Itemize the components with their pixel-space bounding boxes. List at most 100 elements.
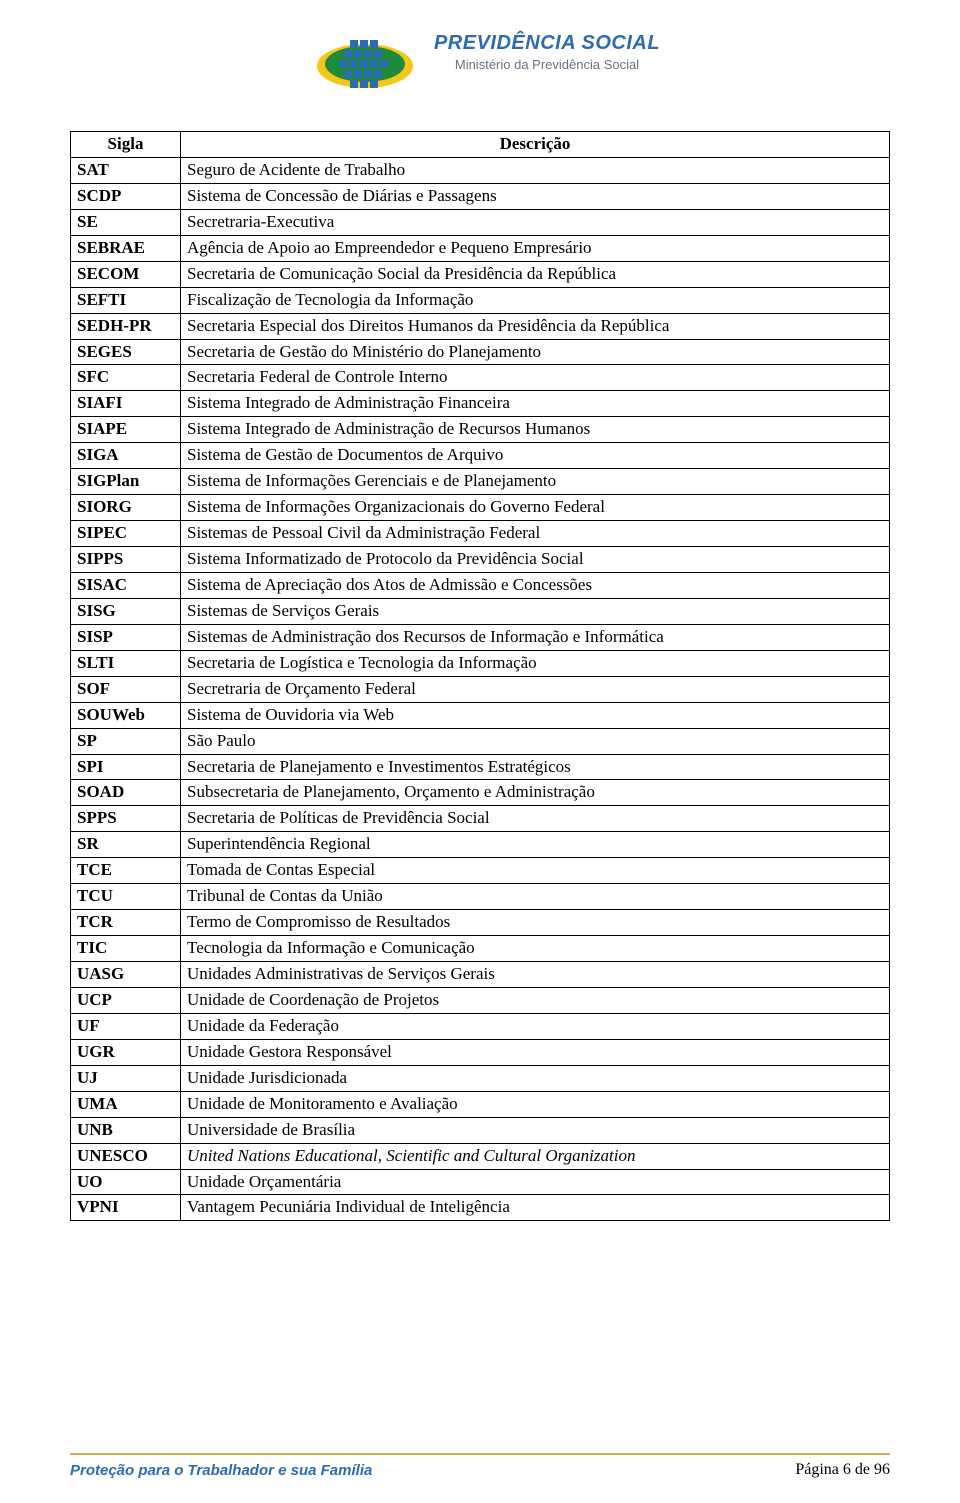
- cell-sigla: SEGES: [71, 339, 181, 365]
- cell-desc: Subsecretaria de Planejamento, Orçamento…: [181, 780, 890, 806]
- cell-desc: Sistema de Gestão de Documentos de Arqui…: [181, 443, 890, 469]
- table-row: UMAUnidade de Monitoramento e Avaliação: [71, 1091, 890, 1117]
- cell-sigla: UO: [71, 1169, 181, 1195]
- table-row: SISGSistemas de Serviços Gerais: [71, 598, 890, 624]
- cell-desc: Sistema Integrado de Administração de Re…: [181, 417, 890, 443]
- cell-desc: Unidade Gestora Responsável: [181, 1039, 890, 1065]
- cell-desc: Unidade da Federação: [181, 1013, 890, 1039]
- cell-sigla: TCR: [71, 910, 181, 936]
- footer-row: Proteção para o Trabalhador e sua Famíli…: [70, 1461, 890, 1479]
- table-row: UNBUniversidade de Brasília: [71, 1117, 890, 1143]
- table-row: SIAPESistema Integrado de Administração …: [71, 417, 890, 443]
- cell-sigla: UF: [71, 1013, 181, 1039]
- cell-sigla: SR: [71, 832, 181, 858]
- table-row: UFUnidade da Federação: [71, 1013, 890, 1039]
- cell-sigla: SAT: [71, 157, 181, 183]
- cell-desc: Sistema de Informações Gerenciais e de P…: [181, 469, 890, 495]
- table-row: SEDH-PRSecretaria Especial dos Direitos …: [71, 313, 890, 339]
- cell-sigla: VPNI: [71, 1195, 181, 1221]
- cell-desc: São Paulo: [181, 728, 890, 754]
- cell-desc: Sistema de Informações Organizacionais d…: [181, 495, 890, 521]
- cell-sigla: TCE: [71, 858, 181, 884]
- table-row: UCPUnidade de Coordenação de Projetos: [71, 987, 890, 1013]
- table-row: SIPECSistemas de Pessoal Civil da Admini…: [71, 521, 890, 547]
- table-row: UNESCOUnited Nations Educational, Scient…: [71, 1143, 890, 1169]
- sigla-table: Sigla Descrição SATSeguro de Acidente de…: [70, 131, 890, 1221]
- cell-desc: Secretaria de Comunicação Social da Pres…: [181, 261, 890, 287]
- cell-sigla: SEDH-PR: [71, 313, 181, 339]
- cell-desc: Tribunal de Contas da União: [181, 884, 890, 910]
- cell-desc: Sistema de Apreciação dos Atos de Admiss…: [181, 572, 890, 598]
- cell-desc: Sistema Informatizado de Protocolo da Pr…: [181, 547, 890, 573]
- cell-sigla: SIGPlan: [71, 469, 181, 495]
- cell-sigla: SIPEC: [71, 521, 181, 547]
- table-row: SPPSSecretaria de Políticas de Previdênc…: [71, 806, 890, 832]
- cell-desc: United Nations Educational, Scientific a…: [181, 1143, 890, 1169]
- cell-desc: Fiscalização de Tecnologia da Informação: [181, 287, 890, 313]
- table-row: TCETomada de Contas Especial: [71, 858, 890, 884]
- table-row: UASGUnidades Administrativas de Serviços…: [71, 962, 890, 988]
- table-row: SEFTIFiscalização de Tecnologia da Infor…: [71, 287, 890, 313]
- cell-sigla: SPPS: [71, 806, 181, 832]
- table-row: TCUTribunal de Contas da União: [71, 884, 890, 910]
- cell-desc: Secretaria de Políticas de Previdência S…: [181, 806, 890, 832]
- header-logo: PREVIDÊNCIA SOCIAL Ministério da Previdê…: [70, 18, 890, 113]
- table-row: SFCSecretaria Federal de Controle Intern…: [71, 365, 890, 391]
- cell-sigla: SISAC: [71, 572, 181, 598]
- cell-sigla: SCDP: [71, 183, 181, 209]
- cell-desc: Sistema de Ouvidoria via Web: [181, 702, 890, 728]
- col-desc-header: Descrição: [181, 132, 890, 158]
- cell-sigla: UJ: [71, 1065, 181, 1091]
- cell-sigla: UNESCO: [71, 1143, 181, 1169]
- table-row: SIORGSistema de Informações Organizacion…: [71, 495, 890, 521]
- cell-desc: Secretaria de Gestão do Ministério do Pl…: [181, 339, 890, 365]
- table-row: SOFSecretraria de Orçamento Federal: [71, 676, 890, 702]
- cell-desc: Seguro de Acidente de Trabalho: [181, 157, 890, 183]
- cell-sigla: SPI: [71, 754, 181, 780]
- cell-desc: Secretaria de Planejamento e Investiment…: [181, 754, 890, 780]
- cell-sigla: SISP: [71, 624, 181, 650]
- footer-divider: [70, 1453, 890, 1455]
- cell-sigla: UMA: [71, 1091, 181, 1117]
- cell-sigla: UNB: [71, 1117, 181, 1143]
- table-row: SRSuperintendência Regional: [71, 832, 890, 858]
- cell-desc: Secretraria de Orçamento Federal: [181, 676, 890, 702]
- col-sigla-header: Sigla: [71, 132, 181, 158]
- cell-sigla: UCP: [71, 987, 181, 1013]
- cell-desc: Tecnologia da Informação e Comunicação: [181, 936, 890, 962]
- table-body: SATSeguro de Acidente de TrabalhoSCDPSis…: [71, 157, 890, 1220]
- cell-desc: Agência de Apoio ao Empreendedor e Peque…: [181, 235, 890, 261]
- cell-sigla: SIAPE: [71, 417, 181, 443]
- table-row: TCRTermo de Compromisso de Resultados: [71, 910, 890, 936]
- cell-sigla: SECOM: [71, 261, 181, 287]
- table-row: SIAFISistema Integrado de Administração …: [71, 391, 890, 417]
- cell-desc: Sistema Integrado de Administração Finan…: [181, 391, 890, 417]
- cell-sigla: SOF: [71, 676, 181, 702]
- cell-desc: Unidade de Monitoramento e Avaliação: [181, 1091, 890, 1117]
- table-row: UOUnidade Orçamentária: [71, 1169, 890, 1195]
- page-footer: Proteção para o Trabalhador e sua Famíli…: [70, 1453, 890, 1479]
- cell-desc: Unidade Orçamentária: [181, 1169, 890, 1195]
- table-row: SECOMSecretaria de Comunicação Social da…: [71, 261, 890, 287]
- table-row: SESecretraria-Executiva: [71, 209, 890, 235]
- cell-sigla: SISG: [71, 598, 181, 624]
- table-row: SATSeguro de Acidente de Trabalho: [71, 157, 890, 183]
- cell-desc: Secretaria de Logística e Tecnologia da …: [181, 650, 890, 676]
- cell-desc: Tomada de Contas Especial: [181, 858, 890, 884]
- table-row: SIPPSSistema Informatizado de Protocolo …: [71, 547, 890, 573]
- logo-box: PREVIDÊNCIA SOCIAL Ministério da Previdê…: [300, 18, 660, 113]
- cell-sigla: SE: [71, 209, 181, 235]
- cell-sigla: SEBRAE: [71, 235, 181, 261]
- cell-sigla: UGR: [71, 1039, 181, 1065]
- table-row: VPNIVantagem Pecuniária Individual de In…: [71, 1195, 890, 1221]
- table-row: SISPSistemas de Administração dos Recurs…: [71, 624, 890, 650]
- cell-desc: Termo de Compromisso de Resultados: [181, 910, 890, 936]
- table-row: SEBRAEAgência de Apoio ao Empreendedor e…: [71, 235, 890, 261]
- cell-desc: Sistema de Concessão de Diárias e Passag…: [181, 183, 890, 209]
- cell-desc: Unidade de Coordenação de Projetos: [181, 987, 890, 1013]
- brand-subtitle: Ministério da Previdência Social: [434, 57, 660, 72]
- cell-sigla: SOAD: [71, 780, 181, 806]
- cell-desc: Universidade de Brasília: [181, 1117, 890, 1143]
- cell-sigla: SIAFI: [71, 391, 181, 417]
- brand-logo-icon: [300, 18, 430, 113]
